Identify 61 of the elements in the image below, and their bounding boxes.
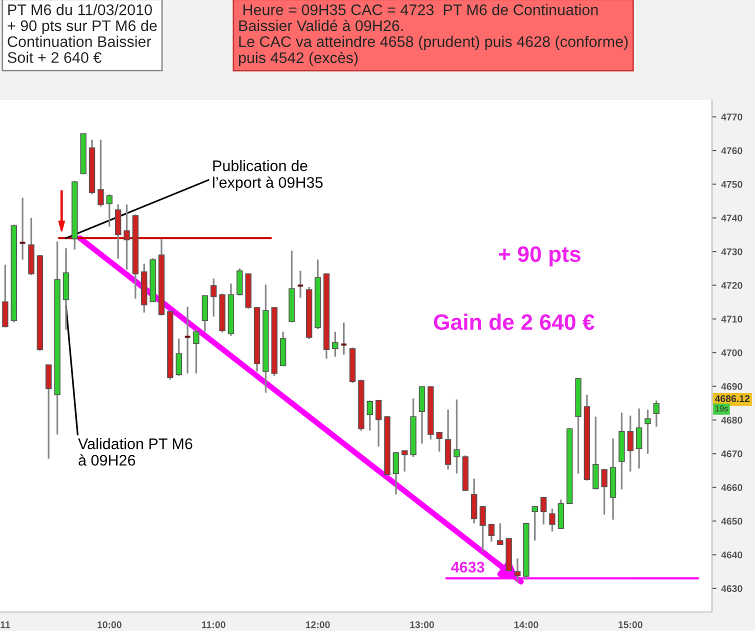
candlestick: [497, 522, 504, 546]
candlestick: [436, 431, 442, 452]
y-tick-label: 4640: [721, 551, 742, 558]
y-tick-label: 4720: [721, 282, 742, 289]
candlestick: [98, 138, 104, 208]
candlestick: [332, 330, 338, 358]
candlestick: [176, 338, 182, 378]
y-tick-label: 4670: [721, 450, 742, 458]
candlestick: [514, 558, 521, 583]
candlestick: [627, 414, 634, 472]
candlestick: [454, 398, 460, 474]
x-tick-label: 12:00: [306, 621, 330, 628]
candlestick: [18, 196, 26, 260]
chart-subtitle: Heure = 09H35 CAC = 4723 PT M6 de Continuation Baissier Validé à 09H26. Le CAC va atteindre 4658 (prudent) puis 4628 (conforme) puis 4542 (excès): [238, 4, 628, 66]
candlestick: [340, 322, 348, 356]
annotation: 4686.12: [714, 395, 750, 402]
annotation: 4633: [451, 562, 484, 573]
x-tick-label: 11: [0, 621, 10, 628]
chart-title: PT M6 du 11/03/2010 + 90 pts sur PT M6 de Continuation Baissier Soit + 2 640 €: [8, 4, 157, 63]
candlestick: [124, 204, 130, 271]
candlestick: [653, 400, 660, 428]
y-tick-label: 4750: [721, 180, 742, 188]
y-tick-label: 4660: [721, 484, 742, 491]
candlestick: [366, 400, 374, 432]
x-tick-label: 15:00: [618, 621, 642, 628]
y-tick-label: 4650: [721, 518, 742, 525]
candlestick: [210, 278, 217, 318]
annotation: Publication de l’export à 09H35: [213, 160, 323, 191]
annotation: + 90 pts: [498, 246, 580, 266]
candlestick: [375, 398, 382, 448]
candlestick: [193, 328, 200, 374]
x-tick-label: 11:00: [202, 621, 226, 628]
y-tick-label: 4630: [721, 585, 742, 592]
annotation: Gain de 2 640 €: [434, 314, 594, 330]
x-tick-label: 14:00: [514, 621, 538, 628]
candlestick: [296, 270, 304, 299]
candlestick: [402, 449, 408, 472]
y-tick-label: 4710: [721, 316, 742, 323]
candlestick: [236, 268, 243, 296]
candlestick: [549, 508, 556, 532]
candlestick: [480, 505, 486, 553]
candlestick: [601, 468, 608, 516]
candlestick: [488, 522, 495, 542]
candlestick: [392, 451, 400, 496]
y-tick-label: 4700: [721, 349, 742, 356]
y-tick-label: 4690: [721, 383, 742, 390]
candlestick: [46, 364, 52, 460]
y-tick-label: 4770: [721, 114, 742, 120]
annotation: Validation PT M6 à 09H26: [78, 438, 192, 466]
candlestick: [644, 408, 651, 455]
y-tick-label: 4760: [721, 147, 742, 154]
candlestick: [106, 193, 113, 228]
candlestick: [532, 505, 538, 542]
y-tick-label: 4680: [721, 416, 742, 424]
y-tick-label: 4740: [721, 214, 742, 222]
candlestick: [636, 408, 642, 470]
x-tick-label: 13:00: [410, 621, 434, 628]
candlestick: [540, 496, 547, 526]
y-tick-label: 4730: [721, 248, 742, 256]
x-tick-label: 10:00: [98, 621, 122, 628]
text: 19s: [715, 406, 728, 412]
